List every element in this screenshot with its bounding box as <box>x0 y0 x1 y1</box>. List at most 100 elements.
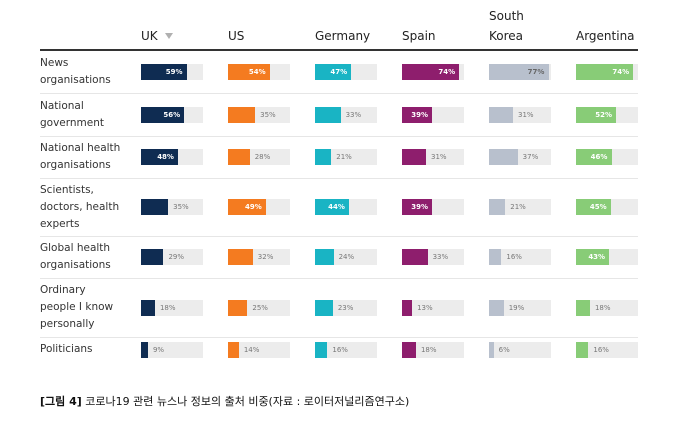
row-label: News organisations <box>40 56 111 86</box>
row-separator <box>40 93 638 94</box>
bar <box>141 249 164 265</box>
bar <box>576 63 634 80</box>
row-label: Ordinary people I know personally <box>40 284 114 330</box>
bar <box>402 63 460 80</box>
value-label: 48% <box>157 153 174 161</box>
value-label: 39% <box>411 110 428 119</box>
value-label: 14% <box>243 345 260 354</box>
column-header: US <box>228 29 245 43</box>
bar-track <box>489 249 551 265</box>
bar <box>402 149 427 165</box>
value-label: 18% <box>594 303 611 312</box>
value-label: 18% <box>159 303 176 312</box>
row-label: National government <box>40 99 105 129</box>
sort-icon <box>165 33 173 39</box>
row-label: Global health organisations <box>40 242 111 271</box>
value-label: 31% <box>518 110 534 119</box>
value-label: 29% <box>168 253 185 261</box>
value-label: 21% <box>336 153 352 161</box>
caption-label: [그림 4] <box>40 395 82 408</box>
bar <box>315 106 341 123</box>
value-label: 28% <box>254 153 271 161</box>
bar-track <box>402 299 464 316</box>
value-label: 77% <box>527 67 545 76</box>
bar <box>141 149 179 165</box>
column-header: Argentina <box>576 29 635 43</box>
row-label: Scientists, doctors, health experts <box>40 183 120 230</box>
bar <box>228 341 239 358</box>
bar-track <box>141 341 203 358</box>
bar-track <box>402 341 464 358</box>
bar-track <box>489 341 551 358</box>
bar <box>141 199 169 215</box>
header-rule <box>40 49 638 51</box>
value-label: 74% <box>438 67 456 76</box>
value-label: 9% <box>152 345 165 354</box>
value-label: 24% <box>338 253 355 261</box>
value-label: 31% <box>431 153 447 161</box>
value-label: 16% <box>506 253 522 261</box>
bar <box>402 299 413 316</box>
value-label: 39% <box>411 203 428 211</box>
bar <box>141 341 148 358</box>
value-label: 59% <box>165 67 183 76</box>
bar-track <box>576 299 638 316</box>
value-label: 52% <box>595 110 613 119</box>
value-label: 54% <box>248 67 266 76</box>
bar <box>402 106 433 123</box>
bar-track <box>228 341 290 358</box>
value-label: 74% <box>612 67 630 76</box>
caption-text: 코로나19 관련 뉴스나 정보의 출처 비중(자료 : 로이터저널리즘연구소) <box>85 395 410 408</box>
value-label: 49% <box>244 203 262 211</box>
value-label: 46% <box>590 153 608 161</box>
value-label: 13% <box>417 303 433 312</box>
bar <box>228 149 250 165</box>
caption: [그림 4] 코로나19 관련 뉴스나 정보의 출처 비중(자료 : 로이터저널… <box>40 393 409 409</box>
value-label: 23% <box>337 303 354 312</box>
bar <box>315 249 334 265</box>
bar <box>315 299 333 316</box>
bar <box>228 199 266 215</box>
value-label: 43% <box>588 253 606 261</box>
value-label: 44% <box>328 203 345 211</box>
bar <box>576 249 610 265</box>
bar <box>576 106 617 123</box>
value-label: 16% <box>332 345 348 354</box>
bar <box>489 341 494 358</box>
bar-track <box>315 341 377 358</box>
bar-track <box>576 341 638 358</box>
bar <box>489 249 502 265</box>
bar <box>315 63 352 80</box>
bar <box>576 299 590 316</box>
bar <box>228 106 256 123</box>
value-label: 35% <box>260 110 276 119</box>
bar <box>489 199 506 215</box>
row-separator <box>40 236 638 237</box>
column-header: Germany <box>315 29 371 43</box>
value-label: 19% <box>508 303 525 312</box>
value-label: 32% <box>257 253 274 261</box>
bar <box>576 341 589 358</box>
bar <box>489 149 518 165</box>
row-label: Politicians <box>40 343 93 355</box>
bar <box>489 106 514 123</box>
value-label: 16% <box>593 345 609 354</box>
row-separator <box>40 136 638 137</box>
bar <box>402 341 416 358</box>
value-label: 21% <box>510 203 526 211</box>
column-header: UK <box>141 29 158 43</box>
value-label: 25% <box>252 303 268 312</box>
bar <box>576 199 611 215</box>
value-label: 33% <box>345 110 362 119</box>
value-label: 6% <box>498 345 510 354</box>
bar <box>576 149 612 165</box>
value-label: 56% <box>163 110 181 119</box>
column-header: South Korea <box>489 9 524 43</box>
bar <box>228 299 248 316</box>
bar <box>228 249 253 265</box>
bar <box>402 249 428 265</box>
bar <box>141 299 155 316</box>
bar <box>489 63 549 80</box>
bar <box>315 149 332 165</box>
